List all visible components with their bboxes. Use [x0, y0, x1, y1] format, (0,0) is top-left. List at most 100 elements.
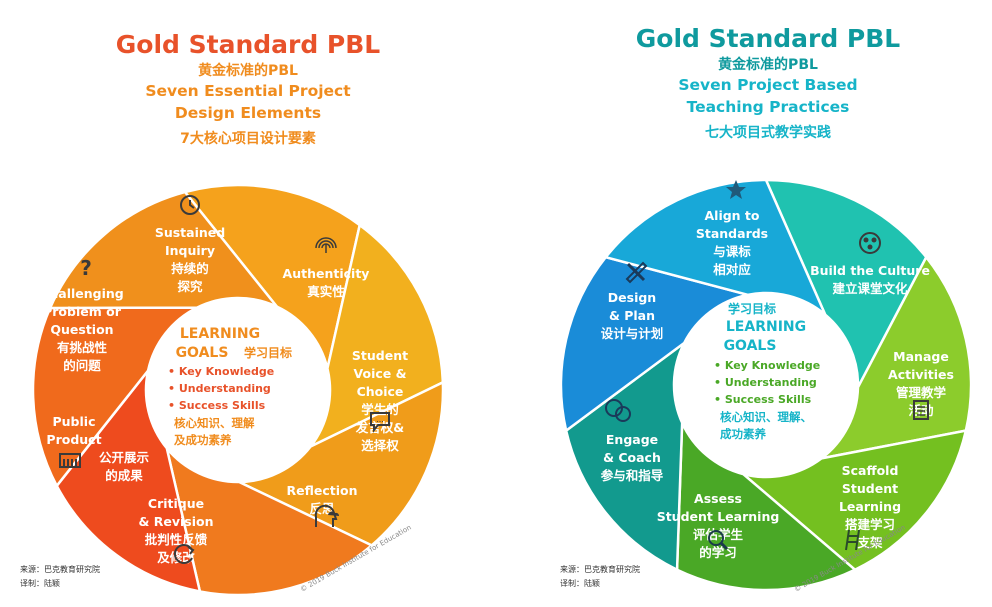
- pencil-ruler-icon: [625, 261, 648, 284]
- clock-icon: [180, 195, 200, 215]
- l-segment-1-label-en-2: Inquiry: [165, 243, 215, 258]
- right-heading-en-2: Teaching Practices: [686, 98, 850, 116]
- left-goal-3: • Success Skills: [168, 399, 266, 412]
- l-segment-5-label-en-1: Critique: [148, 496, 204, 511]
- r-segment-5-label-cn-1: 评估学生: [693, 527, 744, 542]
- right-center-title-2: GOALS: [724, 338, 777, 354]
- r-segment-2-label-en-1: Build the Culture: [810, 263, 930, 278]
- r-segment-4-label-cn-1: 搭建学习: [845, 517, 895, 532]
- left-heading-en-2: Design Elements: [174, 104, 322, 122]
- l-segment-6-label-cn-2: 的成果: [105, 468, 143, 483]
- right-goal-cn-1: 核心知识、理解、: [720, 410, 812, 424]
- question-icon: ?: [80, 256, 92, 280]
- right-source: 来源：巴克教育研究院: [560, 565, 640, 574]
- r-segment-1-label-en-2: Standards: [696, 226, 768, 241]
- r-segment-7-label-en-2: & Plan: [609, 308, 655, 323]
- chat-bubbles-icon: [605, 399, 631, 422]
- r-segment-4-label-cn-2: 支架: [856, 535, 883, 550]
- r-segment-4-label-en-3: Learning: [839, 499, 901, 514]
- r-segment-7-label-cn-1: 设计与计划: [601, 326, 664, 341]
- r-segment-1-label-en-1: Align to: [704, 208, 759, 223]
- magnifier-icon: [708, 530, 729, 551]
- r-segment-1-label-cn-1: 与课标: [713, 244, 751, 259]
- left-source: 来源：巴克教育研究院: [20, 565, 100, 574]
- l-segment-6-label-en-1: Public: [53, 414, 96, 429]
- l-segment-7-label-cn-2: 的问题: [63, 358, 101, 373]
- left-translator: 译制：陆颖: [20, 579, 60, 588]
- head-cloud-icon: [314, 504, 340, 527]
- right-translator: 译制：陆颖: [560, 579, 600, 588]
- right-title: Gold Standard PBL: [635, 24, 901, 53]
- left-subtitle-cn: 黄金标准的PBL: [198, 63, 298, 79]
- left-center-title-1: LEARNING: [180, 326, 260, 342]
- r-segment-6-label-cn-1: 参与和指导: [601, 468, 664, 483]
- r-segment-5-label-en-1: Assess: [694, 491, 742, 506]
- l-segment-3-label-en-3: Choice: [357, 384, 404, 399]
- left-center-title-2: GOALS: [176, 345, 229, 361]
- l-segment-1-label-en-1: Sustained: [155, 225, 225, 240]
- r-segment-3-label-cn-1: 管理教学: [896, 385, 947, 400]
- left-title: Gold Standard PBL: [115, 30, 381, 59]
- right-heading-en-1: Seven Project Based: [678, 76, 858, 94]
- left-center-title-cn: 学习目标: [244, 345, 292, 360]
- right-center-disc: [674, 293, 858, 477]
- svg-text:?: ?: [80, 256, 92, 280]
- right-goal-2: • Understanding: [714, 376, 817, 389]
- r-segment-1-label-cn-2: 相对应: [713, 262, 751, 277]
- left-goal-2: • Understanding: [168, 382, 271, 395]
- r-segment-4-label-en-1: Scaffold: [842, 463, 899, 478]
- l-segment-2-label-cn-1: 真实性: [307, 284, 345, 299]
- svg-text:...: ...: [376, 415, 384, 424]
- people-cycle-icon: [859, 232, 881, 254]
- l-segment-1-label-cn-1: 持续的: [171, 261, 209, 276]
- refresh-icon: [173, 544, 195, 564]
- ladder-icon: [845, 529, 860, 551]
- right-goal-cn-2: 成功素养: [720, 427, 766, 441]
- right-panel: Gold Standard PBL 黄金标准的PBL Seven Project…: [496, 0, 992, 607]
- right-center-title-1: LEARNING: [726, 319, 806, 335]
- left-center-disc: [146, 298, 330, 482]
- left-goal-cn-2: 及成功素养: [174, 433, 232, 447]
- r-segment-5-label-cn-2: 的学习: [699, 545, 737, 560]
- r-segment-5-label-en-2: Student Learning: [657, 509, 780, 524]
- r-segment-2-label-cn-1: 建立课堂文化: [832, 281, 908, 296]
- l-segment-7-label-en-2: Problem or: [43, 304, 122, 319]
- l-segment-5-label-cn-1: 批判性反馈: [145, 532, 208, 547]
- clipboard-icon: [913, 400, 929, 420]
- star-icon: [726, 180, 746, 199]
- r-segment-3-label-en-2: Activities: [888, 367, 954, 382]
- r-segment-3-label-en-1: Manage: [893, 349, 949, 364]
- right-heading-cn: 七大项目式教学实践: [705, 125, 831, 141]
- left-goal-1: • Key Knowledge: [168, 365, 274, 378]
- l-segment-3-label-en-1: Student: [352, 348, 408, 363]
- left-goal-cn-1: 核心知识、理解: [174, 416, 255, 430]
- l-segment-3-label-cn-3: 选择权: [361, 438, 399, 453]
- l-segment-7-label-cn-1: 有挑战性: [57, 340, 108, 355]
- right-goal-1: • Key Knowledge: [714, 359, 820, 372]
- speech-bubble-icon: ...: [370, 412, 390, 433]
- l-segment-2-label-en-1: Authenticity: [283, 266, 370, 281]
- left-heading-cn: 7大核心项目设计要素: [180, 131, 316, 147]
- l-segment-3-label-cn-2: 发言权&: [355, 420, 405, 435]
- l-segment-1-label-cn-2: 探究: [177, 279, 203, 294]
- right-subtitle-cn: 黄金标准的PBL: [718, 57, 818, 73]
- l-segment-7-label-en-1: Challenging: [40, 286, 124, 301]
- r-segment-4-label-en-2: Student: [842, 481, 898, 496]
- l-segment-3-label-en-2: Voice &: [353, 366, 406, 381]
- r-segment-6-label-en-1: Engage: [606, 432, 658, 447]
- left-heading-en-1: Seven Essential Project: [145, 82, 351, 100]
- l-segment-4-label-en-1: Reflection: [286, 483, 357, 498]
- r-segment-6-label-en-2: & Coach: [603, 450, 661, 465]
- r-segment-7-label-en-1: Design: [608, 290, 656, 305]
- right-goal-3: • Success Skills: [714, 393, 812, 406]
- l-segment-6-label-en-2: Product: [46, 432, 101, 447]
- left-panel: Gold Standard PBL 黄金标准的PBL Seven Essenti…: [20, 30, 445, 597]
- presentation-icon: [59, 453, 81, 468]
- l-segment-5-label-en-2: & Revision: [139, 514, 214, 529]
- fingerprint-icon: [315, 237, 337, 253]
- l-segment-7-label-en-3: Question: [50, 322, 113, 337]
- l-segment-6-label-cn-1: 公开展示: [99, 450, 150, 465]
- right-center-title-cn: 学习目标: [728, 301, 776, 316]
